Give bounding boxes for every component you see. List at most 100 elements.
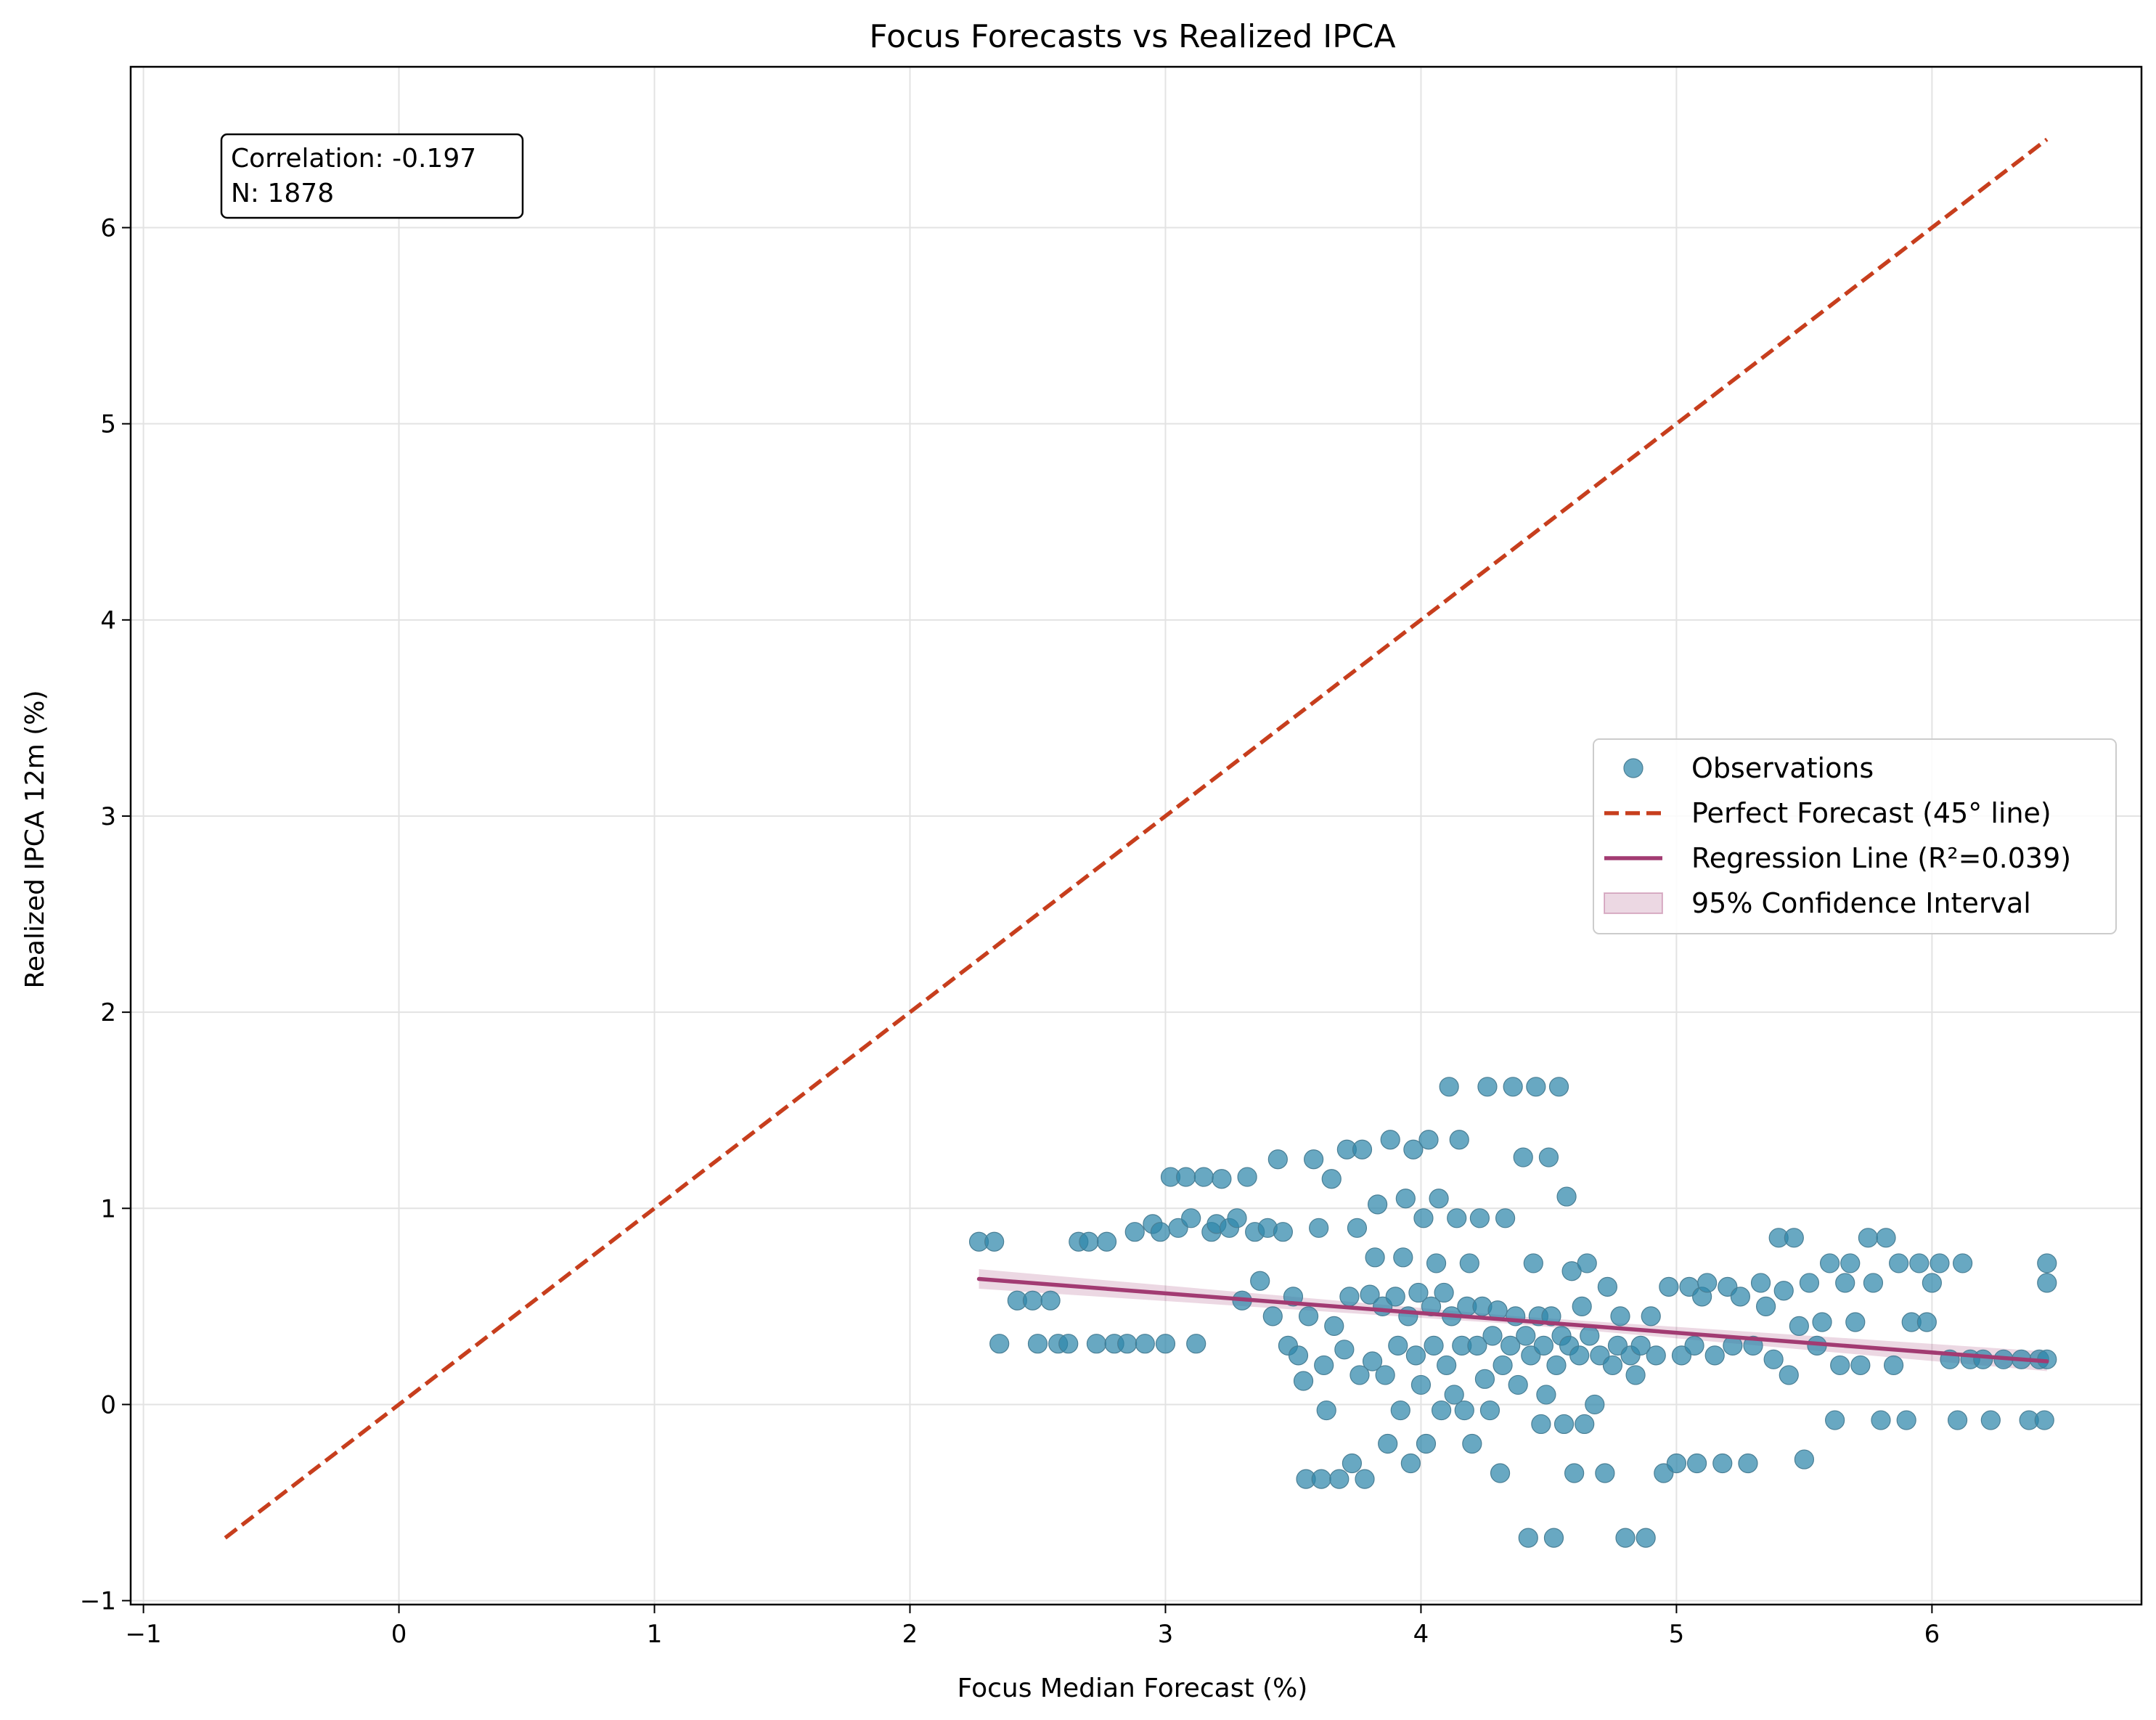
- observation-point: [1819, 1253, 1840, 1273]
- observation-point: [1079, 1231, 1099, 1252]
- observation-point: [1124, 1222, 1145, 1242]
- observation-point: [1493, 1355, 1513, 1376]
- observation-point: [1395, 1189, 1416, 1209]
- observation-point: [1850, 1355, 1871, 1376]
- observation-point: [1413, 1208, 1434, 1228]
- observation-point: [1980, 1410, 2001, 1430]
- y-tick-label: 3: [100, 802, 116, 831]
- x-axis-label: Focus Median Forecast (%): [957, 1674, 1308, 1703]
- y-tick-label: 4: [100, 606, 116, 635]
- observation-point: [1403, 1139, 1424, 1159]
- observation-point: [1117, 1334, 1138, 1354]
- observation-point: [1227, 1208, 1247, 1228]
- legend-label: Regression Line (R²=0.039): [1691, 842, 2071, 874]
- observation-point: [1575, 1414, 1595, 1435]
- observation-point: [1040, 1290, 1061, 1311]
- observation-point: [1773, 1281, 1794, 1301]
- observation-point: [1538, 1147, 1559, 1167]
- correlation-text: Correlation: -0.197: [231, 144, 476, 174]
- observation-point: [1896, 1410, 1916, 1430]
- observation-point: [1830, 1355, 1850, 1376]
- observation-point: [1390, 1400, 1410, 1421]
- observation-point: [1429, 1189, 1449, 1209]
- observation-point: [1479, 1400, 1500, 1421]
- observation-point: [1334, 1340, 1355, 1360]
- observation-point: [1360, 1284, 1380, 1305]
- observation-point: [1523, 1253, 1543, 1273]
- observation-point: [1779, 1365, 1799, 1385]
- observation-point: [1646, 1345, 1666, 1366]
- observation-points: [968, 1077, 2057, 1548]
- y-tick-label: 2: [100, 998, 116, 1027]
- observation-point: [1569, 1345, 1590, 1366]
- stats-annotation-box: Correlation: -0.197 N: 1878: [220, 133, 524, 219]
- observation-point: [1181, 1208, 1201, 1228]
- observation-point: [1490, 1463, 1511, 1483]
- observation-point: [1883, 1355, 1904, 1376]
- x-tick-label: 2: [902, 1620, 918, 1649]
- y-tick-label: 0: [100, 1390, 116, 1419]
- chart-title: Focus Forecasts vs Realized IPCA: [869, 18, 1395, 55]
- observation-point: [1176, 1167, 1196, 1187]
- observation-point: [1712, 1453, 1733, 1474]
- x-tick-label: 3: [1158, 1620, 1174, 1649]
- observation-point: [1684, 1335, 1704, 1356]
- observation-point: [1595, 1463, 1615, 1483]
- observation-point: [1262, 1306, 1283, 1326]
- observation-point: [1546, 1355, 1567, 1376]
- observation-point: [1580, 1326, 1600, 1346]
- observation-point: [1434, 1282, 1454, 1303]
- observation-point: [1564, 1463, 1585, 1483]
- observation-point: [1393, 1247, 1413, 1268]
- observation-point: [1577, 1253, 1597, 1273]
- observation-point: [1096, 1231, 1117, 1252]
- perfect-forecast-line: [224, 137, 2049, 1540]
- observation-point: [1304, 1149, 1324, 1170]
- observation-point: [1659, 1276, 1679, 1297]
- observation-point: [1273, 1222, 1293, 1242]
- observation-point: [1193, 1167, 1214, 1187]
- observation-point: [1293, 1371, 1314, 1391]
- observation-point: [1439, 1077, 1459, 1097]
- observation-point: [1150, 1222, 1171, 1242]
- observation-point: [1697, 1273, 1718, 1293]
- observation-point: [2037, 1273, 2057, 1293]
- observation-point: [1625, 1365, 1646, 1385]
- observation-point: [1324, 1316, 1344, 1336]
- observation-point: [2034, 1410, 2054, 1430]
- observation-point: [1408, 1282, 1429, 1303]
- observation-point: [1871, 1410, 1891, 1430]
- observation-point: [1602, 1355, 1623, 1376]
- observation-point: [1812, 1312, 1832, 1332]
- observation-point: [2037, 1253, 2057, 1273]
- observation-point: [1531, 1414, 1551, 1435]
- observation-point: [1378, 1433, 1398, 1454]
- observation-point: [1543, 1528, 1564, 1548]
- x-tick-label: 1: [647, 1620, 663, 1649]
- observation-point: [1339, 1287, 1360, 1307]
- observation-point: [1536, 1385, 1556, 1405]
- observation-point: [1858, 1228, 1878, 1248]
- observation-point: [1447, 1208, 1467, 1228]
- observation-point: [1355, 1469, 1375, 1489]
- observation-point: [1298, 1306, 1319, 1326]
- observation-point: [1845, 1312, 1866, 1332]
- observation-point: [1469, 1208, 1490, 1228]
- observation-point: [984, 1231, 1005, 1252]
- observation-point: [1763, 1349, 1784, 1369]
- observation-point: [1916, 1312, 1937, 1332]
- observation-point: [1553, 1414, 1575, 1435]
- observation-point: [1058, 1334, 1079, 1354]
- observation-point: [1237, 1167, 1257, 1187]
- observation-point: [1027, 1334, 1048, 1354]
- observation-point: [1444, 1385, 1464, 1405]
- observation-point: [1750, 1273, 1771, 1293]
- axis-ticks: −1 0 1 2 3 4 5 6 −1 0 1 2 3 4 5 6: [80, 214, 1940, 1649]
- observation-point: [1155, 1334, 1176, 1354]
- x-tick-label: 0: [391, 1620, 407, 1649]
- observation-point: [1329, 1469, 1349, 1489]
- observation-point: [1641, 1306, 1661, 1326]
- observation-point: [1314, 1355, 1334, 1376]
- observation-point: [1615, 1528, 1636, 1548]
- legend-ci-swatch: [1604, 892, 1663, 914]
